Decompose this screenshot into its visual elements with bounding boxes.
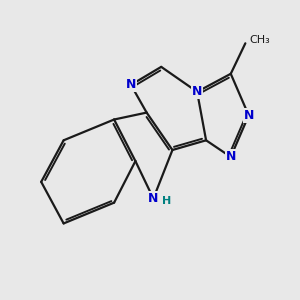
Text: N: N [226, 150, 236, 164]
Text: H: H [162, 196, 171, 206]
Text: N: N [148, 192, 159, 205]
Text: N: N [244, 109, 254, 122]
Text: N: N [192, 85, 202, 98]
Text: N: N [126, 78, 136, 92]
Text: CH₃: CH₃ [250, 35, 271, 45]
